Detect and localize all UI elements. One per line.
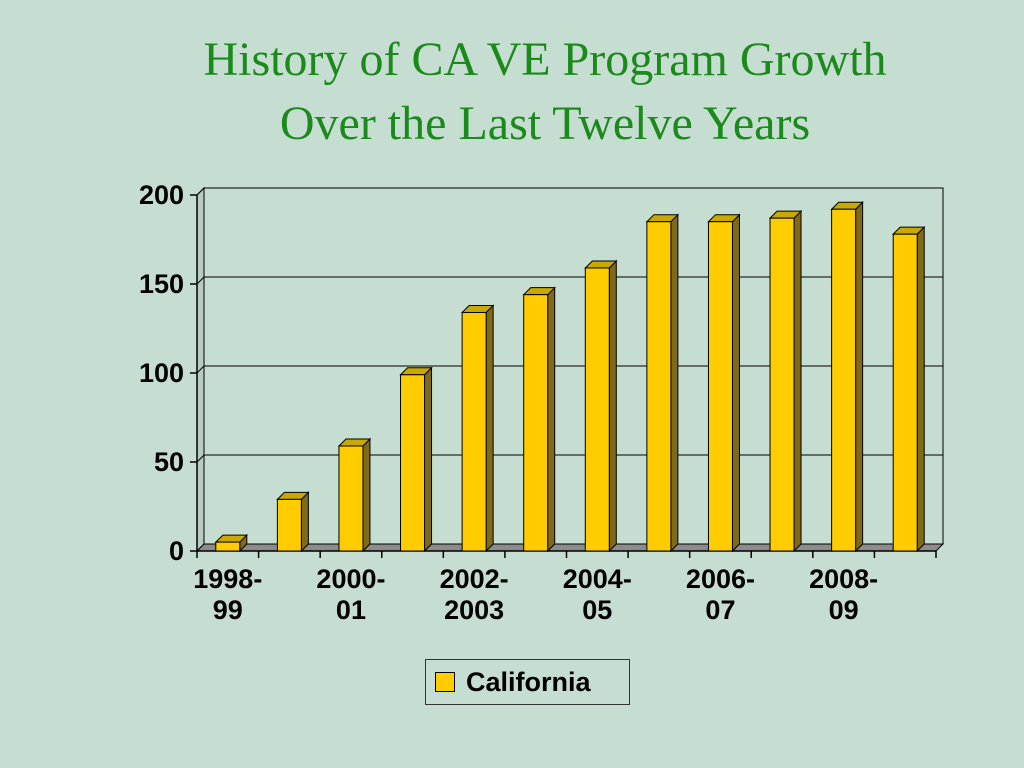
gridline-side bbox=[196, 276, 205, 285]
bar-side bbox=[608, 259, 617, 553]
bar bbox=[215, 541, 241, 552]
bar-side bbox=[485, 304, 494, 553]
bar bbox=[646, 221, 672, 552]
bar-side bbox=[547, 286, 556, 553]
x-tick-label: 2002-2003 bbox=[440, 564, 509, 625]
x-tick-label-line: 2003 bbox=[444, 595, 504, 625]
bar bbox=[707, 221, 733, 552]
bar bbox=[769, 217, 795, 552]
bar-side bbox=[793, 209, 802, 553]
bar bbox=[831, 208, 857, 552]
bar bbox=[892, 233, 918, 552]
gridline-side bbox=[196, 187, 205, 196]
x-tick-label-line: 99 bbox=[213, 595, 243, 625]
y-tick-label: 0 bbox=[169, 536, 184, 566]
y-tick-label: 150 bbox=[139, 269, 184, 299]
legend-swatch-california bbox=[435, 672, 455, 692]
x-tick-label-line: 05 bbox=[582, 595, 612, 625]
x-tick-label-line: 2002- bbox=[440, 564, 509, 594]
x-tick-label: 2000-01 bbox=[316, 564, 385, 625]
bar-side bbox=[916, 225, 925, 553]
y-tick-label: 50 bbox=[154, 447, 184, 477]
title-line-1: History of CA VE Program Growth bbox=[203, 33, 887, 86]
x-tick-label-line: 01 bbox=[336, 595, 366, 625]
x-tick-label-line: 2004- bbox=[563, 564, 632, 594]
y-tick-label: 200 bbox=[139, 180, 184, 210]
x-tick-label-line: 2006- bbox=[686, 564, 755, 594]
bar-side bbox=[300, 491, 309, 553]
bar bbox=[523, 294, 549, 552]
bar-side bbox=[731, 213, 740, 553]
legend: California bbox=[425, 659, 630, 705]
bar bbox=[584, 267, 610, 552]
bar bbox=[276, 498, 302, 552]
x-tick-label-line: 07 bbox=[705, 595, 735, 625]
y-tick-label: 100 bbox=[139, 358, 184, 388]
gridline-side bbox=[196, 365, 205, 374]
bar bbox=[338, 445, 364, 552]
bar bbox=[461, 311, 487, 552]
slide-title: History of CA VE Program Growth Over the… bbox=[0, 28, 1024, 156]
plot-floor bbox=[195, 543, 945, 552]
x-tick-label-line: 2008- bbox=[809, 564, 878, 594]
bar-side bbox=[855, 201, 864, 553]
x-tick-label: 1998-99 bbox=[193, 564, 262, 625]
bar-side bbox=[424, 366, 433, 553]
bar-side bbox=[362, 437, 371, 553]
bar-side bbox=[670, 213, 679, 553]
x-tick-label: 2008-09 bbox=[809, 564, 878, 625]
title-line-2: Over the Last Twelve Years bbox=[279, 97, 811, 150]
bar bbox=[400, 374, 426, 552]
x-tick-label-line: 1998- bbox=[193, 564, 262, 594]
x-tick-label-line: 2000- bbox=[316, 564, 385, 594]
x-tick-label-line: 09 bbox=[829, 595, 859, 625]
gridline-side bbox=[196, 454, 205, 463]
x-tick-label: 2004-05 bbox=[563, 564, 632, 625]
x-tick-label: 2006-07 bbox=[686, 564, 755, 625]
legend-label-california: California bbox=[466, 666, 591, 697]
